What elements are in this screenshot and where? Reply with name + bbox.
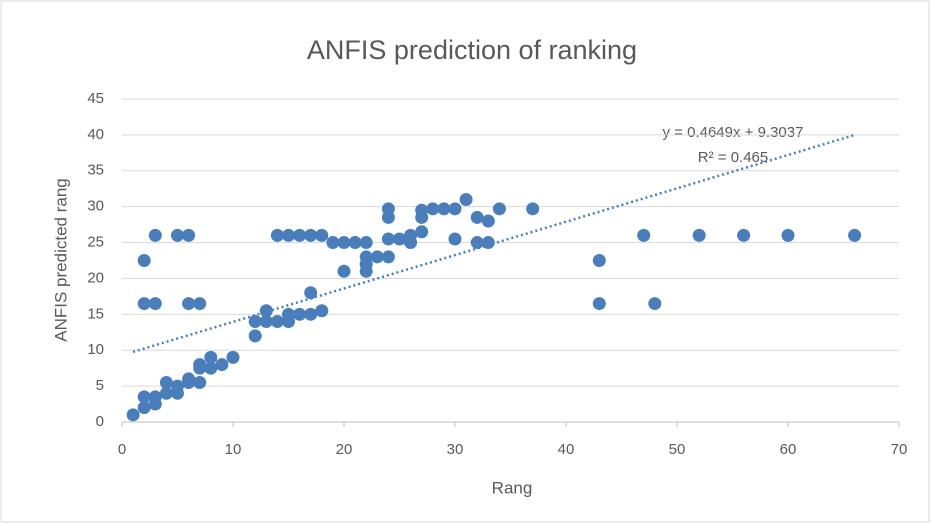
- trend-equation: y = 0.4649x + 9.3037: [663, 124, 804, 141]
- point: [204, 350, 218, 364]
- point: [193, 297, 207, 311]
- point: [293, 307, 307, 321]
- y-axis-label: ANFIS predicted rang: [51, 178, 70, 341]
- point: [259, 304, 273, 318]
- point: [370, 250, 384, 264]
- y-tick-label: 25: [87, 234, 104, 251]
- x-tick-label: 20: [336, 441, 353, 458]
- x-tick-label: 30: [447, 441, 464, 458]
- point: [781, 228, 795, 242]
- point: [348, 236, 362, 250]
- point: [448, 232, 462, 246]
- point: [359, 257, 373, 271]
- point: [337, 236, 351, 250]
- x-tick-label: 60: [780, 441, 797, 458]
- point: [415, 225, 429, 239]
- x-axis-label: Rang: [492, 478, 533, 497]
- point: [304, 228, 318, 242]
- point: [492, 202, 506, 216]
- x-tick-label: 70: [891, 441, 908, 458]
- point: [481, 214, 495, 228]
- x-tick-label: 10: [225, 441, 242, 458]
- point: [182, 376, 196, 390]
- point: [304, 307, 318, 321]
- point: [270, 228, 284, 242]
- point: [282, 228, 295, 242]
- point: [137, 390, 151, 404]
- y-tick-label: 10: [87, 341, 104, 358]
- point: [315, 304, 329, 318]
- point: [359, 236, 373, 250]
- point: [159, 376, 173, 390]
- point: [381, 250, 395, 264]
- point: [270, 315, 284, 329]
- point: [182, 228, 196, 242]
- point: [148, 228, 162, 242]
- x-tick-label: 0: [118, 441, 126, 458]
- point: [182, 297, 196, 311]
- x-tick-label: 40: [558, 441, 575, 458]
- point: [404, 228, 418, 242]
- point: [848, 228, 862, 242]
- point: [337, 264, 351, 278]
- point: [293, 228, 307, 242]
- point: [481, 236, 495, 250]
- point: [148, 297, 162, 311]
- point: [692, 228, 706, 242]
- point: [415, 203, 429, 217]
- chart-title: ANFIS prediction of ranking: [307, 35, 637, 65]
- y-tick-label: 20: [87, 269, 104, 286]
- point: [193, 358, 207, 372]
- y-tick-label: 5: [96, 377, 104, 394]
- point: [381, 202, 395, 216]
- r-squared: R² = 0.465: [698, 149, 768, 166]
- point: [737, 228, 751, 242]
- y-tick-label: 40: [87, 126, 104, 143]
- trendline: [132, 133, 855, 354]
- point: [137, 297, 151, 311]
- x-tick-label: 50: [669, 441, 686, 458]
- point: [248, 329, 262, 343]
- point: [304, 286, 318, 300]
- point: [381, 232, 395, 246]
- point: [215, 358, 229, 372]
- point: [448, 202, 462, 216]
- point: [326, 236, 340, 250]
- point: [459, 192, 473, 206]
- point: [470, 210, 484, 224]
- point: [137, 254, 151, 267]
- point: [426, 202, 440, 216]
- point: [226, 350, 240, 364]
- point: [259, 315, 273, 329]
- y-tick-label: 45: [87, 90, 104, 107]
- point: [248, 315, 262, 329]
- point: [393, 232, 406, 246]
- point: [315, 228, 329, 242]
- point: [637, 228, 651, 242]
- point: [137, 401, 151, 415]
- point: [148, 390, 162, 404]
- y-tick-label: 15: [87, 305, 104, 322]
- point: [592, 254, 606, 267]
- point: [171, 228, 184, 242]
- y-tick-label: 35: [87, 162, 104, 179]
- point: [193, 376, 207, 390]
- point: [648, 297, 662, 311]
- point: [204, 361, 218, 375]
- point: [282, 307, 295, 321]
- y-tick-label: 0: [96, 413, 104, 430]
- point: [437, 202, 451, 216]
- point: [171, 379, 184, 393]
- point: [470, 236, 484, 250]
- point: [526, 202, 540, 216]
- point: [126, 408, 140, 422]
- point: [592, 297, 606, 311]
- y-tick-label: 30: [87, 198, 104, 215]
- point: [159, 386, 173, 400]
